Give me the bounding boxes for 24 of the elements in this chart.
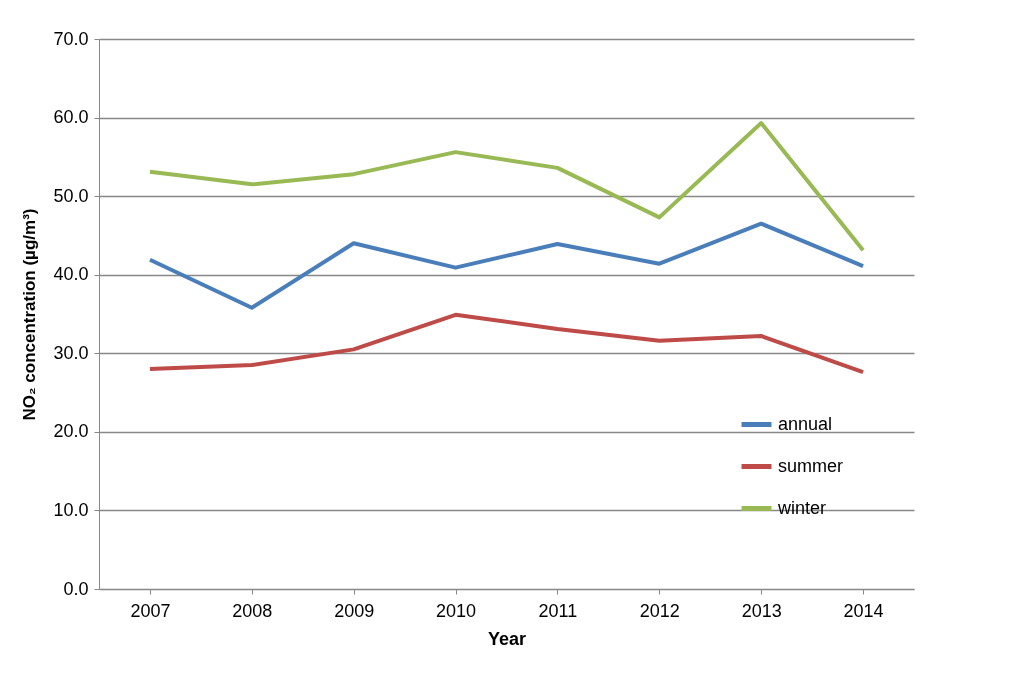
x-tick-label: 2013 bbox=[741, 600, 782, 621]
y-tick-label: 0.0 bbox=[63, 578, 89, 599]
y-tick-label: 10.0 bbox=[53, 499, 89, 520]
x-tick-label: 2012 bbox=[639, 600, 680, 621]
x-tick-label: 2009 bbox=[334, 600, 375, 621]
legend-label: annual bbox=[778, 413, 833, 434]
x-tick-label: 2011 bbox=[538, 600, 578, 621]
y-tick-label: 30.0 bbox=[53, 342, 89, 363]
x-tick-label: 2007 bbox=[130, 600, 171, 621]
x-tick-label: 2010 bbox=[436, 600, 477, 621]
y-tick-label: 60.0 bbox=[53, 107, 89, 128]
x-tick-label: 2014 bbox=[843, 600, 884, 621]
y-axis-title: NO₂ concentration (µg/m³) bbox=[20, 208, 40, 421]
line-series bbox=[147, 312, 866, 375]
y-tick-label: 20.0 bbox=[53, 421, 89, 442]
y-tick-label: 50.0 bbox=[53, 185, 89, 206]
x-axis-title: Year bbox=[487, 628, 527, 649]
line-series bbox=[147, 221, 866, 310]
x-tick-label: 2008 bbox=[232, 600, 273, 621]
line-series bbox=[147, 121, 866, 253]
legend-label: summer bbox=[778, 455, 844, 476]
y-tick-label: 70.0 bbox=[53, 28, 89, 49]
y-tick-label: 40.0 bbox=[53, 264, 89, 285]
legend-label: winter bbox=[777, 497, 827, 518]
